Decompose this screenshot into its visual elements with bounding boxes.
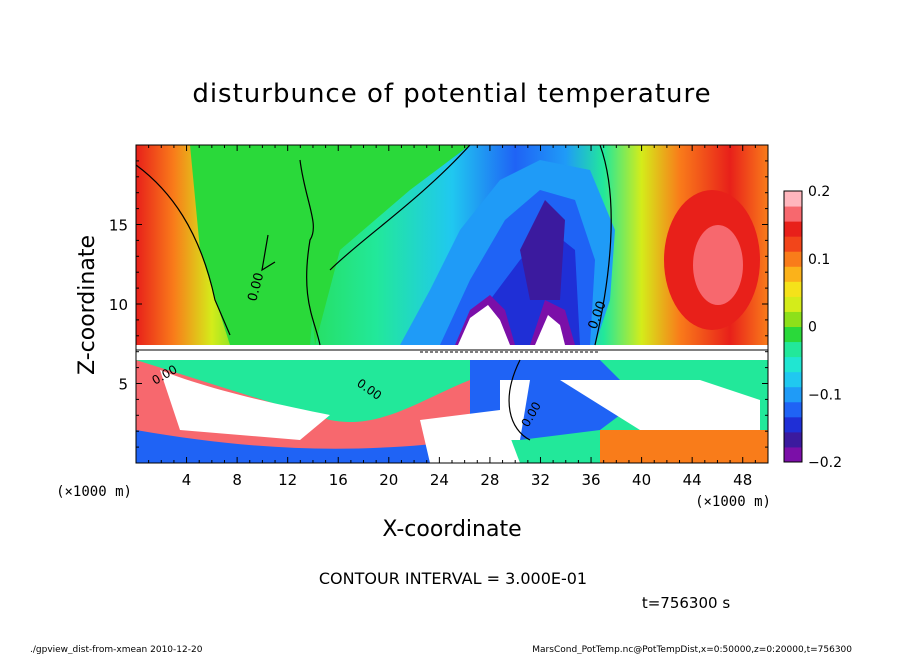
footer-left: ./gpview_dist-from-xmean 2010-12-20: [30, 645, 203, 654]
colorbar-swatch: [784, 341, 802, 358]
x-tick-label: 16: [329, 471, 348, 489]
x-axis: 4 8 12 16 20 24 28 32 36 40 44 48: [135, 145, 769, 489]
colorbar-swatch: [784, 206, 802, 222]
x-tick-label: 12: [278, 471, 297, 489]
time-text: t=756300 s: [642, 594, 730, 612]
colorbar-swatch: [784, 371, 802, 388]
colorbar-swatch: [784, 311, 802, 327]
x-axis-label: X-coordinate: [382, 517, 521, 542]
x-unit-label: (×1000 m): [695, 494, 771, 510]
colorbar-label: 0: [808, 320, 817, 336]
y-axis-label: Z-coordinate: [75, 235, 100, 375]
x-tick-label: 44: [683, 471, 702, 489]
y-tick-label: 15: [109, 217, 128, 235]
contour-label: 0.00: [245, 271, 267, 303]
y-tick-label: 5: [118, 376, 128, 394]
y-axis: 5 10 15: [109, 144, 768, 464]
colorbar-label: 0.2: [808, 184, 830, 200]
colorbar-swatch: [784, 326, 802, 343]
x-tick-label: 32: [531, 471, 550, 489]
x-tick-label: 36: [581, 471, 600, 489]
colorbar-swatch: [784, 221, 802, 237]
y-tick-label: 10: [109, 296, 128, 314]
footer-right: MarsCond_PotTemp.nc@PotTempDist,x=0:5000…: [532, 645, 852, 654]
colorbar-swatch: [784, 401, 802, 418]
x-tick-label: 40: [632, 471, 651, 489]
colorbar: [783, 190, 803, 463]
contour-interval-text: CONTOUR INTERVAL = 3.000E-01: [319, 569, 587, 588]
colorbar-swatch: [784, 386, 802, 403]
colorbar-swatch: [784, 266, 802, 282]
heatmap-field: [136, 145, 768, 463]
x-tick-label: 8: [232, 471, 242, 489]
colorbar-swatch: [784, 296, 802, 312]
colorbar-swatch: [784, 356, 802, 373]
colorbar-label: 0.1: [808, 252, 830, 268]
x-tick-label: 28: [480, 471, 499, 489]
colorbar-frame: [783, 190, 803, 463]
x-tick-label: 4: [182, 471, 192, 489]
colorbar-swatch: [784, 431, 802, 448]
y-unit-label: (×1000 m): [56, 484, 132, 500]
colorbar-label: −0.2: [808, 455, 842, 471]
x-tick-label: 20: [379, 471, 398, 489]
colorbar-swatch: [784, 251, 802, 267]
colorbar-label: −0.1: [808, 387, 842, 403]
colorbar-swatch: [784, 446, 802, 463]
colorbar-swatch: [784, 236, 802, 252]
colorbar-labels: 0.2 0.1 0 −0.1 −0.2: [808, 184, 842, 471]
colorbar-swatch: [784, 281, 802, 297]
colorbar-swatch: [784, 416, 802, 433]
colorbar-swatch: [784, 191, 802, 207]
x-tick-label: 24: [430, 471, 449, 489]
x-tick-label: 48: [733, 471, 752, 489]
chart-title: disturbunce of potential temperature: [192, 79, 711, 109]
